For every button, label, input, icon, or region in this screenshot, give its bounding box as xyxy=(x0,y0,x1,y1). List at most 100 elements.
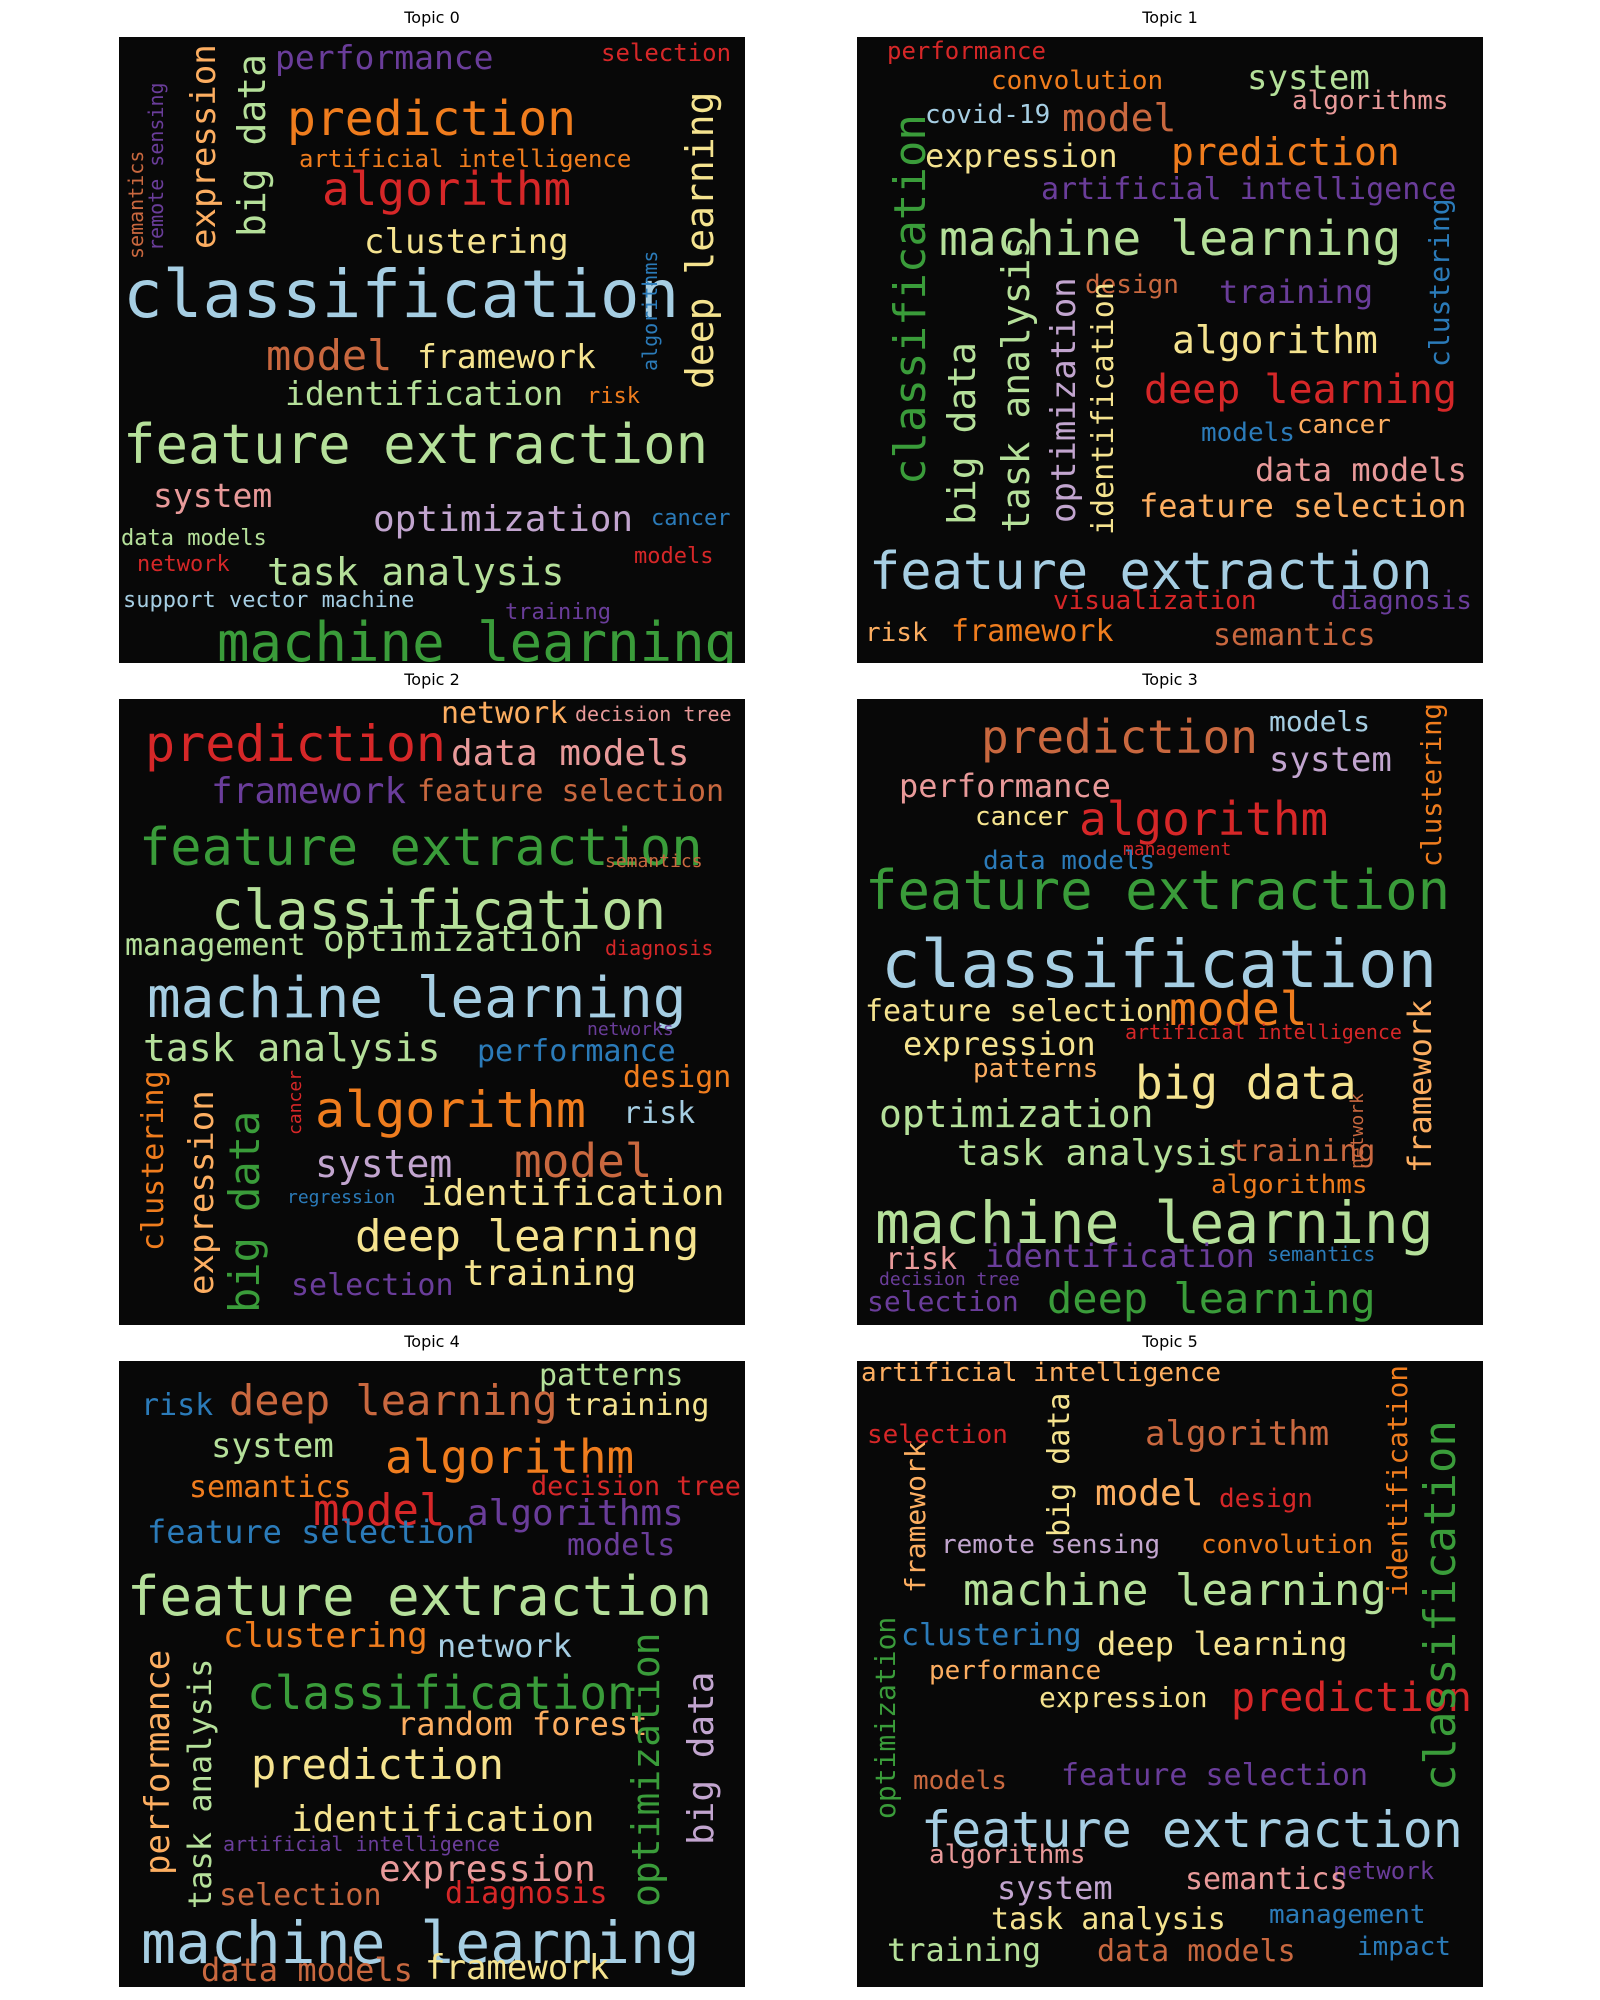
word-cloud: performance selection prediction artificial… xyxy=(119,37,745,663)
cloud-word: management xyxy=(125,928,306,963)
cloud-word: management xyxy=(1123,839,1231,860)
cloud-word: cancer xyxy=(975,802,1069,832)
cloud-word: clustering xyxy=(364,222,569,262)
cloud-word: artificial intelligence xyxy=(1041,172,1456,207)
cloud-word: artificial intelligence xyxy=(1125,1020,1402,1044)
topic-title: Topic 1 xyxy=(1142,8,1198,27)
cloud-word: identification xyxy=(985,1237,1255,1275)
cloud-word: algorithm xyxy=(1145,1414,1329,1454)
cloud-word: deep learning xyxy=(1047,1274,1376,1323)
cloud-word: model xyxy=(1169,982,1307,1036)
cloud-word: machine learning xyxy=(217,611,737,663)
cloud-word: identification xyxy=(1086,282,1121,535)
cloud-word: risk xyxy=(141,1388,213,1423)
cloud-word: prediction xyxy=(287,91,576,147)
topic-title: Topic 5 xyxy=(1142,1332,1198,1351)
cloud-word: optimization xyxy=(624,1632,668,1907)
cloud-word: performance xyxy=(887,37,1046,65)
cloud-word: expression xyxy=(925,137,1118,175)
cloud-word: expression xyxy=(184,44,224,249)
word-cloud: models prediction system performance cancer a… xyxy=(857,699,1483,1325)
cloud-word: remote sensing xyxy=(144,82,168,251)
cloud-word: artificial intelligence xyxy=(299,145,631,173)
cloud-word: algorithm xyxy=(322,162,571,216)
cloud-word: task analysis xyxy=(143,1026,440,1070)
cloud-word: impact xyxy=(1357,1932,1451,1962)
cloud-word: system xyxy=(1269,740,1392,780)
cloud-word: prediction xyxy=(251,1740,504,1789)
cloud-word: deep learning xyxy=(1144,367,1457,413)
cloud-word: expression xyxy=(903,1025,1096,1063)
cloud-word: decision tree xyxy=(531,1471,741,1502)
cloud-word: cancer xyxy=(1297,410,1391,440)
cloud-word: design xyxy=(1219,1484,1313,1514)
cloud-word: selection xyxy=(601,39,731,67)
cloud-word: semantics xyxy=(1185,1862,1348,1897)
cloud-word: algorithm xyxy=(1079,792,1328,846)
cloud-word: expression xyxy=(182,1090,222,1295)
cloud-word: task analysis xyxy=(181,1659,219,1909)
cloud-word: network xyxy=(137,552,230,577)
cloud-word: deep learning xyxy=(678,92,722,389)
cloud-word: semantics xyxy=(1213,618,1376,653)
cloud-word: optimization xyxy=(879,1092,1154,1136)
cloud-word: feature extraction xyxy=(869,542,1433,602)
cloud-word: cancer xyxy=(285,1070,306,1135)
cloud-word: networks xyxy=(587,1019,674,1040)
cloud-word: network xyxy=(437,1627,572,1665)
topic-title: Topic 4 xyxy=(404,1332,460,1351)
cloud-word: identification xyxy=(285,374,563,413)
word-cloud: patterns risk deep learning training system a… xyxy=(119,1361,745,1987)
cloud-word: system xyxy=(315,1142,452,1186)
cloud-word: diagnosis xyxy=(605,936,713,960)
cloud-word: prediction xyxy=(1171,130,1400,174)
cloud-word: feature selection xyxy=(147,1513,475,1551)
cloud-word: performance xyxy=(899,767,1111,805)
cloud-word: models xyxy=(913,1766,1007,1796)
cloud-word: network xyxy=(441,699,567,731)
cloud-word: semantics xyxy=(189,1470,352,1505)
cloud-word: training xyxy=(505,600,611,625)
cloud-word: data models xyxy=(121,526,267,551)
cloud-word: prediction xyxy=(145,715,446,773)
cloud-word: classification xyxy=(1415,1420,1466,1791)
cloud-word: remote sensing xyxy=(941,1530,1160,1560)
cloud-word: feature selection xyxy=(417,774,724,809)
cloud-word: support vector machine xyxy=(123,588,414,613)
cloud-word: identification xyxy=(291,1799,594,1840)
cloud-word: risk xyxy=(865,618,928,648)
cloud-word: training xyxy=(1231,1134,1376,1169)
cloud-word: classification xyxy=(247,1666,635,1720)
cloud-word: covid-19 xyxy=(925,100,1050,130)
cloud-word: optimization xyxy=(1044,277,1084,523)
cloud-word: model xyxy=(266,331,392,380)
cloud-word: algorithm xyxy=(385,1430,634,1484)
cloud-word: data models xyxy=(1097,1934,1296,1969)
cloud-word: risk xyxy=(623,1096,695,1131)
cloud-word: optimization xyxy=(373,499,633,540)
cloud-word: prediction xyxy=(1231,1675,1472,1721)
cloud-word: big data xyxy=(1135,1056,1357,1110)
cloud-word: risk xyxy=(587,384,640,409)
cloud-word: artificial intelligence xyxy=(223,1832,500,1856)
cloud-word: clustering xyxy=(1423,198,1456,367)
word-cloud: performance convolution system algorithms co… xyxy=(857,37,1483,663)
cloud-word: training xyxy=(463,1253,636,1294)
cloud-word: clustering xyxy=(223,1616,428,1656)
word-cloud-canvas: network decision tree prediction data model… xyxy=(125,699,732,1313)
cloud-word: system xyxy=(153,476,272,515)
cloud-word: patterns xyxy=(539,1361,684,1393)
cloud-word: clustering xyxy=(1417,703,1448,867)
cloud-word: big data xyxy=(1042,1393,1077,1538)
cloud-word: task analysis xyxy=(267,550,564,594)
cloud-word: machine learning xyxy=(141,1909,700,1977)
cloud-word: identification xyxy=(1382,1365,1414,1597)
cloud-word: algorithms xyxy=(467,1493,684,1534)
cloud-word: performance xyxy=(929,1656,1101,1686)
cloud-word: convolution xyxy=(991,66,1163,96)
word-cloud-canvas: performance selection predictionartificial… xyxy=(121,38,737,663)
cloud-word: feature selection xyxy=(865,994,1172,1029)
cloud-word: random forest xyxy=(397,1705,647,1743)
cloud-word: algorithms xyxy=(929,1840,1086,1870)
